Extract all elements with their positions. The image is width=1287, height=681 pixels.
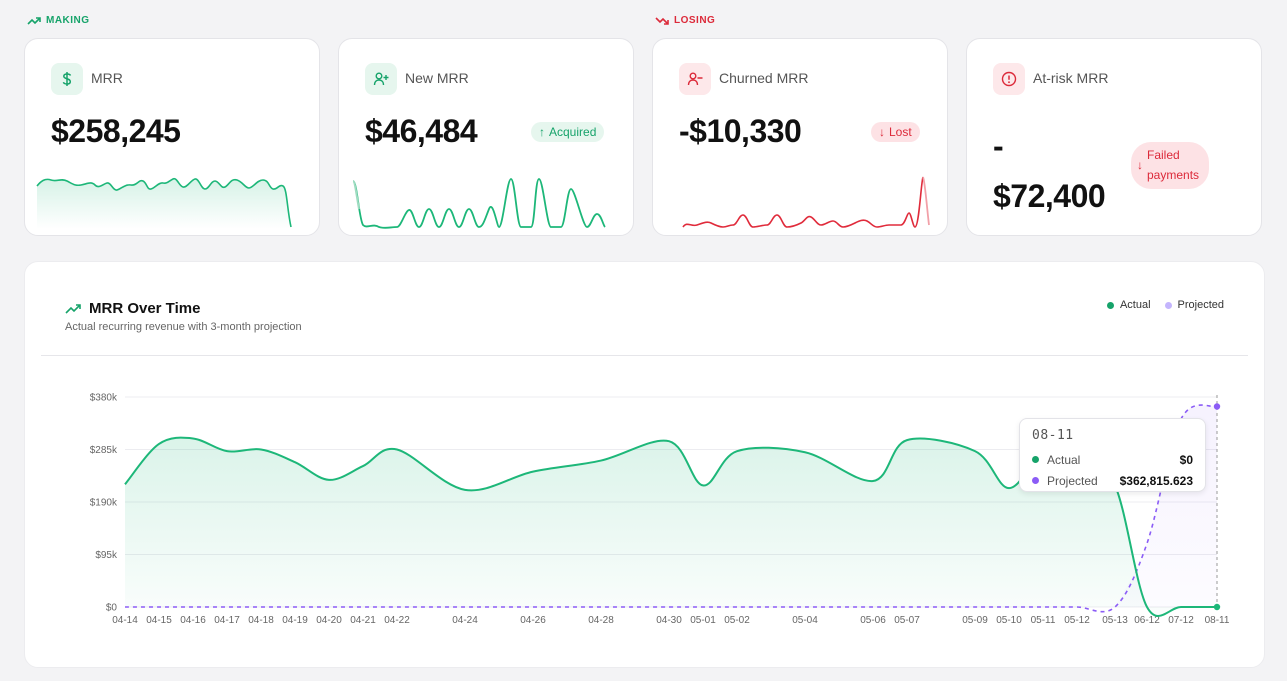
user-plus-icon	[365, 63, 397, 95]
losing-text: LOSING	[674, 15, 716, 26]
new-mrr-sparkline	[352, 178, 606, 229]
tooltip-dot-actual	[1032, 456, 1039, 463]
chart-divider	[41, 355, 1248, 356]
trending-up-icon	[65, 303, 81, 314]
x-tick-label: 04-20	[316, 615, 342, 626]
x-tick-label: 04-28	[588, 615, 614, 626]
tooltip-row-projected: Projected $362,815.623	[1032, 470, 1193, 491]
x-tick-label: 05-11	[1031, 615, 1056, 626]
x-tick-label: 04-19	[282, 615, 308, 626]
dollar-icon	[51, 63, 83, 95]
x-tick-label: 05-13	[1102, 615, 1128, 626]
making-text: MAKING	[46, 15, 90, 26]
badge-label: Acquired	[549, 125, 597, 139]
acquired-badge: ↑ Acquired	[531, 122, 605, 142]
tooltip-dot-projected	[1032, 477, 1039, 484]
arrow-down-icon: ↓	[1137, 158, 1143, 172]
badge-line-2: payments	[1147, 168, 1200, 182]
legend-actual[interactable]: Actual	[1106, 299, 1151, 311]
legend-projected[interactable]: Projected	[1164, 299, 1224, 311]
tooltip-projected-label: Projected	[1047, 473, 1098, 488]
lost-badge: ↓ Lost	[871, 122, 920, 142]
mrr-card[interactable]: MRR $258,245	[24, 38, 320, 236]
x-tick-label: 05-07	[894, 615, 920, 626]
y-tick-label: $95k	[95, 550, 118, 561]
projected-point	[1213, 403, 1221, 410]
mrr-sparkline	[36, 177, 292, 229]
card-value: $46,484	[365, 113, 478, 149]
x-tick-label: 04-22	[384, 615, 410, 626]
x-tick-label: 04-17	[214, 615, 240, 626]
card-value: -$10,330	[679, 113, 802, 149]
alert-circle-icon	[993, 63, 1025, 95]
card-value: $258,245	[51, 113, 181, 149]
card-title: MRR	[91, 70, 123, 86]
x-tick-label: 05-01	[690, 615, 716, 626]
y-tick-label: $285k	[90, 445, 118, 456]
mrr-over-time-card: MRR Over Time Actual recurring revenue w…	[24, 261, 1265, 668]
card-value: - $72,400	[993, 121, 1106, 221]
badge-label: Failed payments	[1147, 145, 1199, 185]
x-tick-label: 04-14	[112, 615, 138, 626]
arrow-up-icon: ↑	[539, 125, 545, 139]
arrow-down-icon: ↓	[879, 125, 885, 139]
x-tick-label: 04-15	[146, 615, 172, 626]
x-tick-label: 05-10	[996, 615, 1022, 626]
trending-down-icon	[655, 16, 669, 25]
new-mrr-card[interactable]: New MRR $46,484 ↑ Acquired	[338, 38, 634, 236]
y-tick-label: $0	[106, 603, 118, 614]
x-tick-label: 05-04	[792, 615, 818, 626]
losing-label: LOSING	[655, 15, 715, 26]
x-tick-label: 04-18	[248, 615, 274, 626]
tooltip-date: 08-11	[1032, 428, 1074, 443]
x-tick-label: 08-11	[1205, 615, 1230, 626]
x-tick-label: 04-16	[180, 615, 206, 626]
x-tick-label: 04-24	[452, 615, 478, 626]
x-tick-label: 05-06	[860, 615, 886, 626]
chart-subtitle: Actual recurring revenue with 3-month pr…	[65, 321, 302, 333]
chart-title-text: MRR Over Time	[89, 300, 201, 317]
churned-mrr-card[interactable]: Churned MRR -$10,330 ↓ Lost	[652, 38, 948, 236]
x-tick-label: 06-12	[1134, 615, 1160, 626]
x-tick-label: 05-09	[962, 615, 988, 626]
x-tick-label: 04-26	[520, 615, 546, 626]
legend-dot-projected	[1164, 301, 1172, 309]
x-tick-label: 05-12	[1064, 615, 1090, 626]
actual-area	[125, 437, 1217, 617]
card-title: New MRR	[405, 70, 469, 86]
badge-line-1: Failed	[1147, 148, 1180, 162]
at-risk-mrr-card[interactable]: At-risk MRR - $72,400 ↓ Failed payments	[966, 38, 1262, 236]
projected-line	[124, 404, 1218, 613]
x-tick-label: 04-30	[656, 615, 682, 626]
legend-actual-label: Actual	[1119, 299, 1151, 311]
y-tick-label: $190k	[90, 498, 118, 509]
chart-legend: Actual Projected	[1106, 299, 1224, 311]
x-tick-label: 07-12	[1168, 615, 1194, 626]
value-amount: $72,400	[993, 178, 1106, 214]
making-label: MAKING	[27, 15, 90, 26]
legend-dot-actual	[1106, 301, 1114, 309]
user-minus-icon	[679, 63, 711, 95]
x-tick-label: 04-21	[350, 615, 376, 626]
legend-projected-label: Projected	[1177, 299, 1224, 311]
churned-mrr-sparkline	[682, 176, 930, 228]
failed-payments-badge: ↓ Failed payments	[1131, 142, 1210, 189]
y-tick-label: $380k	[90, 393, 118, 404]
card-title: At-risk MRR	[1033, 70, 1109, 86]
value-sign: -	[993, 128, 1004, 164]
tooltip-row-actual: Actual $0	[1032, 449, 1193, 470]
chart-title: MRR Over Time	[65, 300, 200, 317]
trending-up-icon	[27, 16, 41, 25]
tooltip-actual-value: $0	[1179, 452, 1193, 467]
actual-point	[1213, 603, 1221, 611]
chart-tooltip: 08-11 Actual $0 Projected $362,815.623	[1019, 418, 1206, 492]
tooltip-actual-label: Actual	[1047, 452, 1081, 467]
tooltip-projected-value: $362,815.623	[1119, 473, 1193, 488]
badge-label: Lost	[889, 125, 912, 139]
card-title: Churned MRR	[719, 70, 809, 86]
x-tick-label: 05-02	[724, 615, 750, 626]
